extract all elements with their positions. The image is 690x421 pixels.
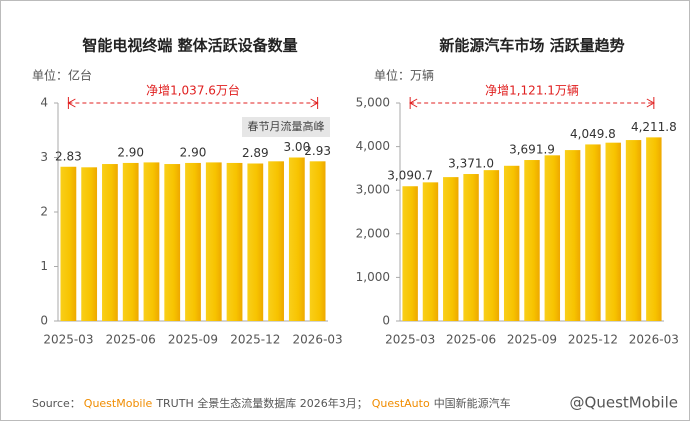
y-tick-label: 1,000 xyxy=(356,270,390,284)
bar xyxy=(483,170,500,321)
bar xyxy=(646,137,662,321)
y-tick-label: 5,000 xyxy=(356,96,390,110)
value-label: 4,049.8 xyxy=(570,127,616,141)
bar xyxy=(625,140,642,321)
y-tick-label: 4,000 xyxy=(356,139,390,153)
annotation-bg xyxy=(480,83,584,99)
x-tick-label: 2026-03 xyxy=(629,333,679,347)
annotation-arrow xyxy=(67,98,76,108)
source: Source： QuestMobile TRUTH 全景生态流量数据库 2026年3… xyxy=(32,396,511,410)
unit-label: 单位：万辆 xyxy=(374,68,434,83)
bar xyxy=(503,165,520,321)
bar xyxy=(247,163,264,321)
bar xyxy=(205,162,222,321)
bar xyxy=(185,162,201,321)
value-label: 3,691.9 xyxy=(509,143,555,157)
annotation-bg xyxy=(141,83,245,99)
bar xyxy=(402,186,418,321)
bar xyxy=(60,166,77,321)
y-tick-label: 3 xyxy=(40,150,48,164)
x-tick-label: 2025-09 xyxy=(168,333,218,347)
y-tick-label: 3,000 xyxy=(356,183,390,197)
bar xyxy=(605,142,621,321)
x-tick-label: 2025-06 xyxy=(106,333,156,347)
value-label: 2.90 xyxy=(180,145,207,159)
chart-title: 智能电视终端 整体活跃设备数量 xyxy=(82,37,297,55)
bar xyxy=(122,162,139,321)
value-label: 2.89 xyxy=(242,146,269,160)
chart-title: 新能源汽车市场 活跃量趋势 xyxy=(439,37,624,55)
value-label: 4,211.8 xyxy=(631,120,677,134)
bar xyxy=(585,144,601,321)
x-tick-label: 2025-06 xyxy=(446,333,496,347)
value-label: 3,371.0 xyxy=(448,157,494,171)
bar xyxy=(81,167,98,321)
bar xyxy=(143,162,160,321)
annotation-arrow xyxy=(646,98,655,108)
bar xyxy=(226,162,243,321)
x-tick-label: 2025-12 xyxy=(568,333,618,347)
value-label: 2.93 xyxy=(304,144,331,158)
bar xyxy=(164,164,181,321)
x-tick-label: 2025-03 xyxy=(385,333,435,347)
annotation: 净增1,121.1万辆 xyxy=(485,84,579,98)
callout: 春节月流量高峰 xyxy=(248,119,325,133)
bar xyxy=(564,150,581,321)
annotation-arrow xyxy=(310,98,319,108)
bar xyxy=(268,161,284,321)
bar xyxy=(463,174,479,321)
y-tick-label: 1 xyxy=(40,259,48,273)
y-tick-label: 0 xyxy=(40,314,48,328)
x-tick-label: 2025-12 xyxy=(230,333,280,347)
callout-box xyxy=(242,117,330,137)
value-label: 2.90 xyxy=(117,145,144,159)
bar xyxy=(422,182,439,321)
annotation: 净增1,037.6万台 xyxy=(146,83,240,98)
bar xyxy=(524,160,540,321)
y-tick-label: 2 xyxy=(40,205,48,219)
unit-label: 单位：亿台 xyxy=(32,68,92,83)
annotation-arrow xyxy=(409,98,418,108)
watermark: @QuestMobile xyxy=(570,394,678,412)
bar xyxy=(309,161,326,321)
bar xyxy=(443,177,459,321)
value-label: 2.83 xyxy=(55,149,82,163)
x-tick-label: 2025-09 xyxy=(507,333,557,347)
bar xyxy=(544,155,561,321)
x-tick-label: 2026-03 xyxy=(293,333,343,347)
y-tick-label: 4 xyxy=(40,96,48,110)
y-tick-label: 2,000 xyxy=(356,226,390,240)
value-label: 3.00 xyxy=(283,140,310,154)
x-tick-label: 2025-03 xyxy=(43,333,93,347)
bar xyxy=(288,157,305,321)
value-label: 3,090.7 xyxy=(387,169,433,183)
y-tick-label: 0 xyxy=(382,314,390,328)
bar xyxy=(102,164,118,321)
